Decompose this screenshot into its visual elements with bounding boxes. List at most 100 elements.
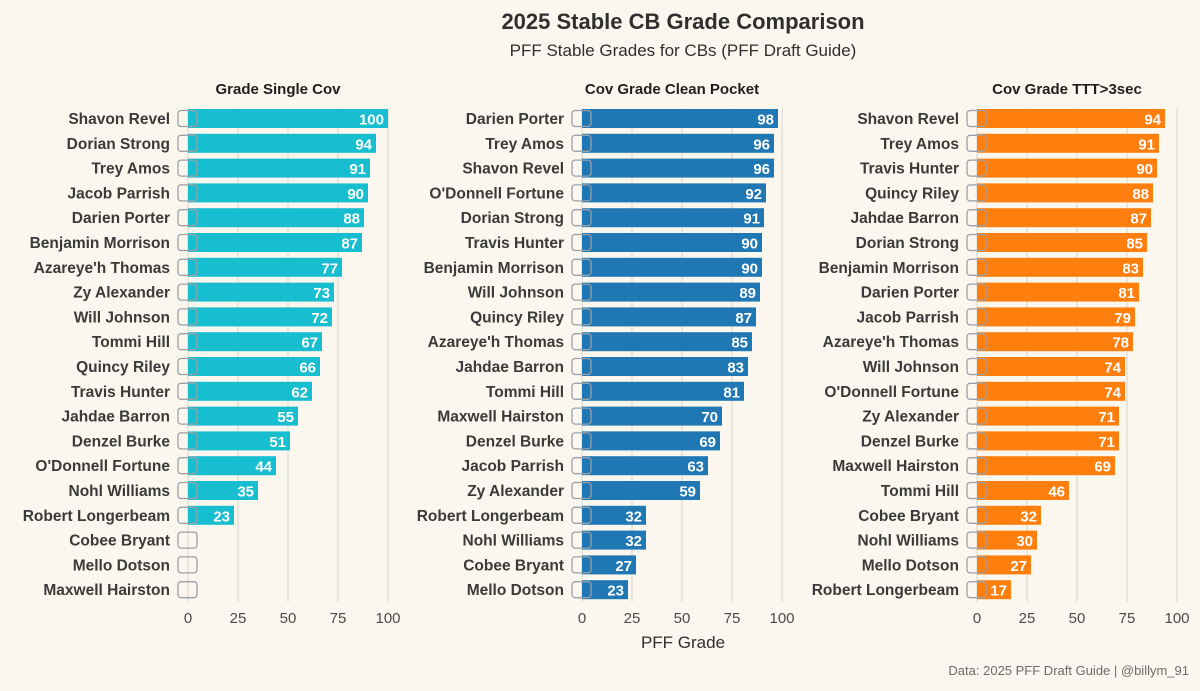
y-tick-label: Jacob Parrish [856, 309, 959, 326]
school-logo-icon [571, 258, 592, 276]
data-label: 94 [355, 136, 372, 153]
y-tick-label: Robert Longerbeam [417, 508, 564, 525]
panel-title: Grade Single Cov [215, 81, 341, 98]
school-logo-icon [571, 357, 592, 376]
data-label: 23 [213, 508, 230, 525]
chart-title: 2025 Stable CB Grade Comparison [501, 9, 864, 34]
bar [977, 456, 1115, 476]
y-tick-label: Shavon Revel [68, 111, 170, 128]
data-label: 96 [753, 161, 770, 178]
data-label: 81 [723, 384, 740, 401]
school-logo-icon [571, 159, 592, 177]
y-tick-label: Robert Longerbeam [23, 508, 170, 525]
x-tick-label: 0 [578, 610, 586, 627]
data-label: 81 [1118, 285, 1135, 302]
bar [582, 133, 774, 153]
y-tick-label: Trey Amos [91, 161, 170, 178]
data-label: 85 [1126, 236, 1143, 253]
data-label: 44 [255, 459, 272, 476]
data-label: 89 [739, 285, 756, 302]
school-logo-icon [177, 357, 198, 376]
x-tick-label: 100 [1164, 610, 1189, 627]
bar [582, 208, 764, 228]
bar [582, 282, 760, 302]
school-logo-icon [966, 109, 987, 128]
data-label: 94 [1144, 112, 1161, 129]
bar [188, 332, 322, 352]
y-tick-label: Cobee Bryant [463, 557, 564, 574]
y-tick-label: Cobee Bryant [858, 508, 959, 525]
bar [188, 481, 258, 500]
data-label: 90 [741, 260, 758, 277]
y-tick-label: Trey Amos [880, 136, 959, 153]
data-label: 62 [291, 384, 308, 401]
y-tick-label: Quincy Riley [470, 309, 564, 326]
bar [977, 505, 1041, 525]
bar [582, 158, 774, 178]
y-tick-label: O'Donnell Fortune [35, 458, 170, 475]
chart-panels: 0 25 50 75 100 Grade Single Cov Shavon Revel 10… [23, 81, 1190, 627]
data-label: 51 [269, 434, 286, 451]
y-tick-label: Shavon Revel [857, 111, 959, 128]
bar [188, 158, 370, 178]
school-logo-icon [571, 531, 592, 549]
y-tick-label: Denzel Burke [466, 433, 565, 450]
y-tick-label: Benjamin Morrison [819, 260, 959, 277]
school-logo-icon [966, 233, 987, 252]
y-tick-label: Darien Porter [466, 111, 564, 128]
bar [582, 456, 708, 476]
school-logo-icon [966, 159, 987, 177]
bar [582, 257, 762, 277]
data-label: 46 [1048, 484, 1065, 501]
school-logo-icon [966, 407, 987, 425]
bar [188, 505, 234, 525]
data-label: 32 [1020, 508, 1037, 525]
bar [977, 109, 1165, 128]
bar [188, 381, 312, 401]
bar [977, 233, 1147, 252]
bar [188, 133, 376, 153]
bar [188, 307, 332, 327]
data-label: 98 [757, 112, 774, 129]
y-tick-label: Maxwell Hairston [437, 409, 564, 426]
school-logo-icon [966, 432, 987, 450]
y-tick-label: Maxwell Hairston [832, 458, 959, 475]
school-logo-icon [966, 506, 987, 524]
data-label: 71 [1098, 434, 1115, 451]
school-logo-icon [966, 382, 987, 400]
school-logo-icon [966, 283, 987, 301]
data-label: 30 [1016, 533, 1033, 550]
school-logo-icon [177, 283, 198, 301]
y-tick-label: Benjamin Morrison [30, 235, 170, 252]
bar [188, 183, 368, 203]
school-logo-icon [177, 382, 198, 400]
data-label: 96 [753, 136, 770, 153]
y-tick-label: Mello Dotson [467, 582, 564, 599]
y-tick-label: Shavon Revel [462, 161, 564, 178]
y-tick-label: Will Johnson [74, 309, 170, 326]
school-logo-icon [177, 258, 198, 276]
school-logo-icon [177, 506, 198, 524]
y-tick-label: Jacob Parrish [67, 185, 170, 202]
school-logo-icon [571, 184, 592, 202]
y-tick-label: Dorian Strong [856, 235, 959, 252]
school-logo-icon [177, 209, 198, 227]
data-label: 79 [1114, 310, 1131, 327]
panel-title: Cov Grade Clean Pocket [585, 81, 759, 98]
school-logo-icon [966, 531, 987, 549]
data-label: 55 [277, 409, 294, 426]
data-label: 32 [625, 533, 642, 550]
y-tick-label: Denzel Burke [72, 433, 171, 450]
y-tick-label: Jahdae Barron [455, 359, 564, 376]
bar [582, 109, 778, 128]
y-tick-label: Jahdae Barron [61, 409, 170, 426]
panel-1: 0 25 50 75 100 Grade Single Cov Shavon Revel 10… [23, 81, 401, 627]
school-logo-icon [571, 333, 592, 351]
bar [188, 406, 298, 426]
y-tick-label: Azareye'h Thomas [823, 334, 959, 351]
school-logo-icon [571, 109, 592, 128]
data-label: 35 [237, 484, 254, 501]
school-logo-icon [177, 159, 198, 177]
school-logo-icon [177, 457, 198, 475]
